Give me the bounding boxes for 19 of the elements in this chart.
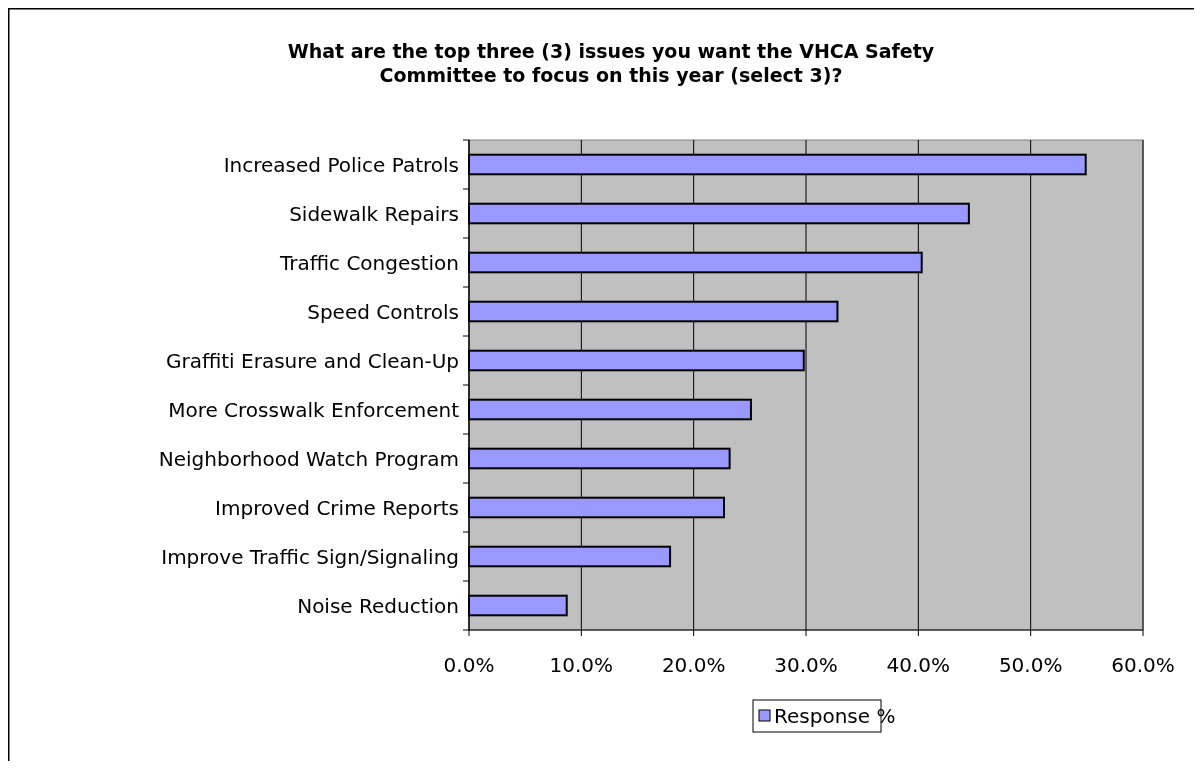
- x-tick-label: 0.0%: [443, 653, 495, 677]
- y-tick-label: Increased Police Patrols: [223, 152, 459, 177]
- chart-title: What are the top three (3) issues you want the VHCA Safety Committee to focus on this year (select 3)?: [287, 40, 935, 86]
- x-tick-label: 60.0%: [1111, 653, 1175, 677]
- y-tick-label: Improve Traffic Sign/Signaling: [161, 544, 459, 569]
- y-tick-label: Speed Controls: [307, 299, 459, 324]
- x-tick-label: 50.0%: [998, 653, 1063, 677]
- y-tick-label: Noise Reduction: [297, 593, 459, 618]
- y-tick-label: Sidewalk Repairs: [289, 201, 459, 226]
- y-tick-label: Graffiti Erasure and Clean-Up: [165, 348, 459, 373]
- x-tick-label: 20.0%: [661, 653, 726, 677]
- legend-label: Response %: [774, 704, 896, 728]
- x-tick-label: 30.0%: [774, 653, 838, 677]
- y-tick-label: More Crosswalk Enforcement: [168, 397, 460, 422]
- y-tick-label: Neighborhood Watch Program: [158, 446, 459, 471]
- x-tick-label: 10.0%: [549, 653, 614, 677]
- x-tick-label: 40.0%: [886, 653, 951, 677]
- y-tick-label: Traffic Congestion: [278, 250, 459, 275]
- y-tick-label: Improved Crime Reports: [215, 495, 459, 520]
